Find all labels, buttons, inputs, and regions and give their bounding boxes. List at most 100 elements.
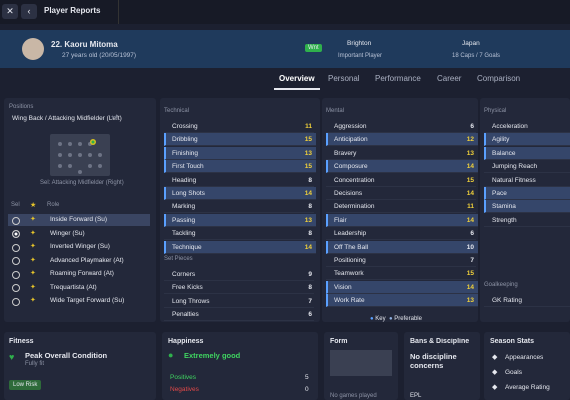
attribute-value: 13 bbox=[466, 297, 474, 305]
attribute-value: 10 bbox=[466, 243, 474, 251]
happiness-title: Happiness bbox=[168, 338, 204, 345]
attribute-row bbox=[484, 120, 570, 133]
attribute-name: Heading bbox=[172, 176, 197, 184]
attribute-row bbox=[164, 308, 314, 322]
positions-main: Wing Back / Attacking Midfielder (Left) bbox=[12, 115, 122, 122]
attribute-row bbox=[326, 280, 478, 294]
attribute-name: Teamwork bbox=[334, 270, 364, 278]
radio[interactable] bbox=[12, 257, 20, 265]
happiness-level: Extremely good bbox=[184, 351, 241, 360]
bans-note: No discipline concerns bbox=[410, 352, 457, 370]
form-title: Form bbox=[330, 338, 348, 345]
attribute-value: 14 bbox=[466, 216, 474, 224]
player-header bbox=[0, 30, 570, 68]
attribute-name: Dribbling bbox=[172, 136, 198, 144]
role-icon: ✦ bbox=[30, 283, 36, 291]
attribute-row bbox=[164, 120, 314, 133]
negatives-label: Negatives bbox=[170, 386, 199, 393]
form-note: No games played bbox=[330, 393, 377, 399]
radio[interactable] bbox=[12, 297, 20, 306]
divider bbox=[118, 0, 119, 24]
attribute-value: 15 bbox=[304, 163, 312, 171]
bans-league: EPL bbox=[410, 393, 422, 399]
attribute-name: Marking bbox=[172, 203, 196, 211]
radio[interactable] bbox=[12, 230, 20, 238]
attribute-value: 6 bbox=[470, 123, 474, 130]
attribute-row bbox=[164, 240, 316, 254]
attribute-name: Stamina bbox=[492, 203, 516, 211]
tab[interactable]: Performance bbox=[375, 74, 421, 83]
attribute-name: Acceleration bbox=[492, 123, 528, 130]
attribute-row bbox=[484, 174, 570, 187]
attribute-row bbox=[164, 213, 316, 227]
legend: ● Key ● Preferable bbox=[370, 316, 422, 322]
attribute-value: 8 bbox=[308, 230, 312, 238]
tab[interactable]: Overview bbox=[279, 74, 315, 83]
tab[interactable]: Personal bbox=[328, 74, 360, 83]
fitness-condition: Peak Overall Condition bbox=[25, 351, 108, 360]
tab[interactable]: Career bbox=[437, 74, 462, 83]
attribute-row bbox=[164, 187, 316, 200]
back-button[interactable]: ‹ bbox=[21, 4, 37, 19]
attribute-row bbox=[326, 240, 478, 254]
close-button[interactable]: ✕ bbox=[2, 4, 18, 19]
section-title: Technical bbox=[164, 108, 190, 114]
nation: Japan bbox=[462, 40, 480, 47]
top-bar bbox=[0, 0, 570, 24]
stat-label: Average Rating bbox=[505, 384, 550, 391]
attribute-row bbox=[326, 147, 476, 160]
attribute-row bbox=[326, 294, 478, 308]
attribute-row bbox=[326, 174, 476, 187]
role-icon: ✦ bbox=[30, 270, 36, 277]
attribute-name: Leadership bbox=[334, 230, 367, 238]
role-name: Roaming Forward (At) bbox=[50, 270, 114, 277]
stat-icon: ◆ bbox=[492, 369, 498, 376]
section-title: Mental bbox=[326, 108, 345, 114]
attribute-name: Concentration bbox=[334, 176, 375, 184]
radio[interactable] bbox=[12, 270, 20, 279]
pitch bbox=[50, 134, 110, 176]
attribute-row bbox=[164, 281, 314, 295]
role-icon: ✦ bbox=[30, 243, 36, 250]
attribute-row bbox=[326, 120, 476, 133]
section-title: Set Pieces bbox=[164, 256, 193, 262]
section-title: Goalkeeping bbox=[484, 282, 518, 288]
attribute-name: Balance bbox=[492, 149, 516, 157]
attribute-row bbox=[326, 187, 476, 200]
attribute-name: Bravery bbox=[334, 149, 357, 157]
role-name: Inverted Winger (Su) bbox=[50, 243, 110, 250]
positives: 5 bbox=[305, 374, 309, 381]
attribute-name: Anticipation bbox=[334, 136, 368, 144]
role-icon: ✦ bbox=[30, 297, 36, 304]
negatives: 0 bbox=[305, 386, 309, 393]
stat-label: Goals bbox=[505, 369, 522, 376]
attribute-row bbox=[326, 200, 476, 214]
role-header: Role bbox=[47, 202, 60, 208]
attribute-row bbox=[484, 187, 570, 200]
radio[interactable] bbox=[12, 216, 20, 225]
positions-selected: Sel: Attacking Midfielder (Right) bbox=[40, 180, 124, 186]
attribute-row bbox=[326, 213, 478, 227]
attribute-name: First Touch bbox=[172, 163, 204, 171]
form-graph bbox=[330, 350, 392, 376]
radio[interactable] bbox=[12, 284, 20, 292]
radio[interactable] bbox=[12, 243, 20, 252]
attribute-row bbox=[164, 146, 316, 160]
attribute-value: 15 bbox=[466, 176, 474, 184]
legend-preferable: Preferable bbox=[394, 316, 422, 322]
fitness-title: Fitness bbox=[9, 338, 34, 345]
tab[interactable]: Comparison bbox=[477, 74, 521, 83]
attribute-value: 6 bbox=[470, 230, 474, 238]
attribute-row bbox=[484, 160, 570, 174]
attribute-row bbox=[326, 267, 476, 281]
player-photo bbox=[22, 38, 44, 60]
happy-icon: ● bbox=[168, 350, 174, 360]
role-name: Advanced Playmaker (At) bbox=[50, 256, 124, 264]
season-title: Season Stats bbox=[490, 338, 534, 345]
role-icon: ✦ bbox=[30, 216, 36, 223]
attribute-name: Natural Fitness bbox=[492, 176, 536, 184]
tab-underline bbox=[274, 88, 320, 90]
attribute-row bbox=[164, 268, 314, 281]
attribute-name: Free Kicks bbox=[172, 284, 203, 292]
attribute-row bbox=[484, 133, 570, 147]
